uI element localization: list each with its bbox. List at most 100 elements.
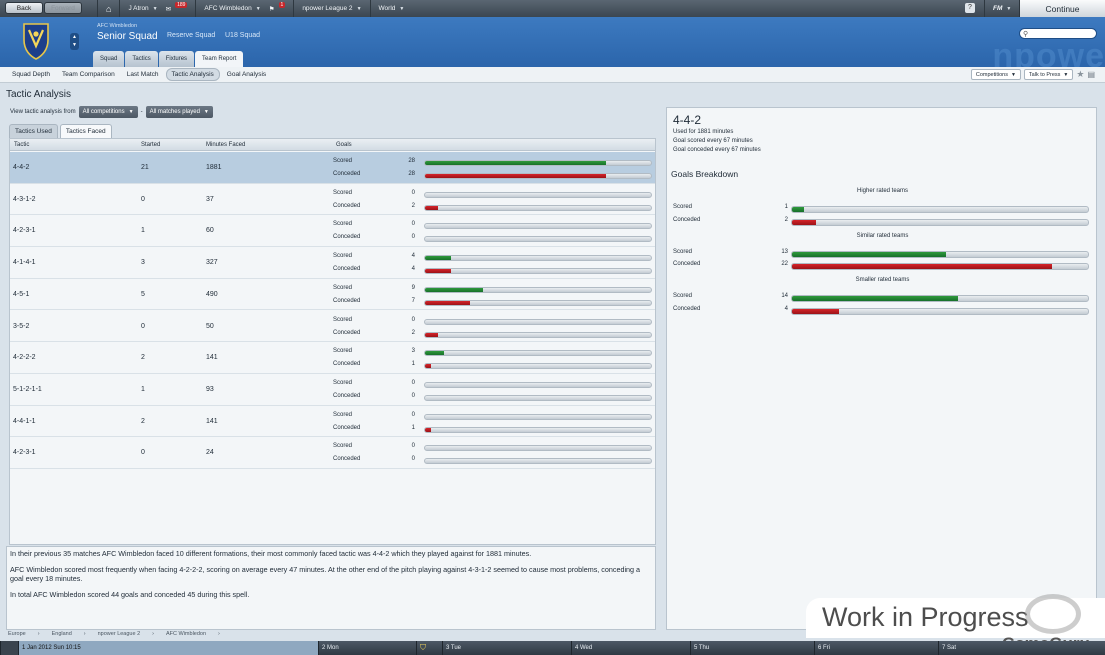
chevron-down-icon: ▼ (1010, 71, 1016, 78)
col-started[interactable]: Started (141, 142, 161, 148)
scored-bar (424, 413, 652, 420)
breadcrumb-item[interactable]: npower League 2 (97, 631, 141, 637)
started-cell: 5 (141, 290, 145, 298)
match-filter-dropdown[interactable]: All matches played ▼ (145, 106, 213, 118)
scored-value: 4 (411, 253, 415, 260)
league-menu[interactable]: npower League 2 ▼ (293, 0, 369, 17)
tab-tactics-used[interactable]: Tactics Used (9, 124, 58, 138)
col-goals[interactable]: Goals (336, 142, 352, 148)
col-minutes[interactable]: Minutes Faced (206, 142, 246, 148)
scored-value: 0 (411, 443, 415, 450)
breakdown-group-title: Similar rated teams (856, 232, 909, 239)
inbox-count-badge: 189 (175, 1, 188, 8)
started-cell: 2 (141, 354, 145, 362)
detail-title: 4-4-2 (673, 113, 702, 127)
fm-menu[interactable]: FM ▼ (984, 0, 1019, 17)
tab-squad[interactable]: Squad (93, 51, 125, 67)
conceded-value: 2 (411, 202, 415, 209)
table-row[interactable]: 4-2-3-1 1 60 Scored 0 Conceded 0 (10, 215, 655, 248)
scored-value: 0 (411, 221, 415, 228)
conceded-bar (424, 299, 652, 306)
club-menu[interactable]: AFC Wimbledon ▼ ⚑ 1 (195, 0, 293, 17)
tactic-cell: 4-2-2-2 (13, 354, 36, 362)
print-icon[interactable]: ▤ (1087, 70, 1095, 79)
competition-filter-dropdown[interactable]: All competitions ▼ (78, 106, 138, 118)
help-button[interactable]: ? (965, 3, 975, 13)
subnav-team-comparison[interactable]: Team Comparison (61, 71, 115, 78)
table-row[interactable]: 3-5-2 0 50 Scored 0 Conceded 2 (10, 311, 655, 343)
competition-filter-value: All competitions (82, 109, 125, 115)
forward-button[interactable]: Forward (44, 2, 82, 14)
manager-menu[interactable]: J Atron ▼ ✉ 189 (119, 0, 195, 17)
tab-team-report[interactable]: Team Report (195, 51, 244, 67)
star-icon[interactable]: ★ (1076, 69, 1085, 79)
tab-fixtures[interactable]: Fixtures (158, 51, 195, 67)
breakdown-scored-line: Scored 14 (673, 291, 1093, 303)
breadcrumb-item[interactable]: Europe (8, 631, 26, 637)
back-button[interactable]: Back (5, 2, 43, 14)
conceded-value: 7 (411, 297, 415, 304)
home-button[interactable]: ⌂ (97, 0, 119, 17)
calendar-day[interactable]: 2 Mon (318, 641, 416, 655)
search-icon: ⚲ (1023, 31, 1029, 38)
calendar-day[interactable]: 5 Thu (690, 641, 814, 655)
calendar-day-today[interactable]: 1 Jan 2012 Sun 10:15 (18, 641, 318, 655)
table-row[interactable]: 5-1-2-1-1 1 93 Scored 0 Conceded 0 (10, 374, 655, 406)
minutes-cell: 1881 (206, 164, 222, 171)
breadcrumb-item[interactable]: AFC Wimbledon (165, 631, 207, 637)
table-row[interactable]: 4-4-2 21 1881 Scored 28 Conceded 28 (10, 152, 655, 184)
table-row[interactable]: 4-1-4-1 3 327 Scored 4 Conceded 4 (10, 247, 655, 279)
conceded-bar-fill (792, 219, 816, 225)
col-tactic[interactable]: Tactic (14, 142, 30, 148)
table-row[interactable]: 4-3-1-2 0 37 Scored 0 Conceded 2 (10, 184, 655, 216)
conceded-bar (424, 173, 652, 179)
conceded-value: 0 (411, 456, 415, 463)
filter-label: View tactic analysis from (10, 109, 76, 115)
breadcrumb-item[interactable]: England (51, 631, 72, 637)
reserve-squad-link[interactable]: Reserve Squad (167, 32, 216, 39)
conceded-bar (791, 263, 1089, 270)
table-row[interactable]: 4-4-1-1 2 141 Scored 0 Conceded 1 (10, 406, 655, 438)
scored-bar (424, 445, 652, 452)
table-row[interactable]: 4-2-3-1 0 24 Scored 0 Conceded 0 (10, 437, 655, 469)
goals-breakdown-title: Goals Breakdown (671, 169, 739, 179)
breadcrumb-separator: › (218, 631, 220, 637)
subnav-goal-analysis[interactable]: Goal Analysis (226, 71, 267, 78)
scored-value: 9 (411, 284, 415, 291)
tab-tactics-faced[interactable]: Tactics Faced (59, 124, 112, 138)
tactic-cell: 4-3-1-2 (13, 195, 36, 203)
page-title-squad: Senior Squad (97, 31, 158, 42)
detail-scored-rate: Goal scored every 67 minutes (673, 138, 753, 144)
continue-button[interactable]: Continue (1019, 0, 1105, 17)
talk-to-press-dropdown[interactable]: Talk to Press ▼ (1023, 69, 1074, 80)
u18-squad-link[interactable]: U18 Squad (225, 32, 261, 39)
summary-paragraph: AFC Wimbledon scored most frequently whe… (10, 565, 641, 583)
wip-text: Work in Progress (822, 602, 1029, 632)
calendar-day[interactable]: 4 Wed (571, 641, 690, 655)
conceded-label: Conceded (333, 361, 361, 368)
conceded-goals-line: Conceded 0 (333, 391, 652, 403)
calendar-day[interactable]: 7 Sat (938, 641, 1105, 655)
competitions-dropdown[interactable]: Competitions ▼ (970, 69, 1021, 80)
main-tabs: Squad Tactics Fixtures Team Report (93, 51, 244, 67)
search-input[interactable]: ⚲ (1019, 28, 1097, 39)
subnav-squad-depth[interactable]: Squad Depth (12, 71, 50, 78)
table-row[interactable]: 4-2-2-2 2 141 Scored 3 Conceded 1 (10, 342, 655, 374)
world-menu[interactable]: World ▼ (369, 0, 413, 17)
subnav-tactic-analysis[interactable]: Tactic Analysis (165, 68, 220, 81)
tab-tactics[interactable]: Tactics (125, 51, 158, 67)
summary-paragraph: In total AFC Wimbledon scored 44 goals a… (10, 590, 250, 599)
chevron-down-icon: ▼ (356, 5, 362, 12)
calendar-day[interactable]: 3 Tue (442, 641, 571, 655)
match-day-crest[interactable]: ⛉ (416, 641, 442, 655)
top-bar: Back Forward ⌂ J Atron ▼ ✉ 189 AFC Wimbl… (0, 0, 1105, 17)
calendar-day[interactable]: 6 Fri (814, 641, 938, 655)
tactic-cell: 4-5-1 (13, 290, 30, 298)
subnav-last-match[interactable]: Last Match (126, 71, 159, 78)
conceded-bar (424, 204, 652, 211)
scored-bar-fill (792, 296, 958, 301)
conceded-value: 4 (784, 305, 788, 312)
table-row[interactable]: 4-5-1 5 490 Scored 9 Conceded 7 (10, 279, 655, 311)
squad-switch-arrows[interactable]: ▲ ▼ (70, 33, 79, 50)
tactic-cell: 3-5-2 (13, 322, 30, 330)
